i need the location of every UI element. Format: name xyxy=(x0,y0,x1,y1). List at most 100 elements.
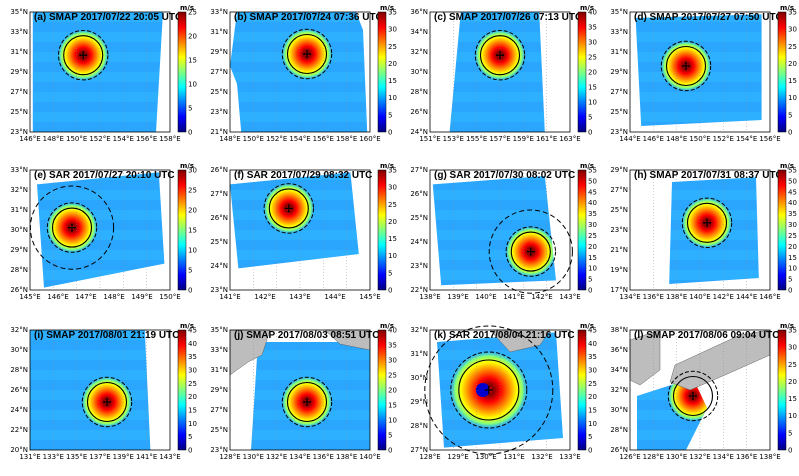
lon-tick-label: 135°E xyxy=(66,453,87,461)
colorbar-tick-label: 45 xyxy=(188,327,197,335)
storm-center-marker xyxy=(689,392,697,400)
lon-tick-label: 128°E xyxy=(419,453,440,461)
lat-tick-label: 25°N xyxy=(210,426,228,434)
lat-tick-label: 29°N xyxy=(210,386,228,394)
colorbar-tick-label: 15 xyxy=(388,77,397,85)
lat-tick-label: 17°N xyxy=(610,286,628,294)
colorbar-tick-label: 25 xyxy=(388,372,397,380)
colorbar-tick-label: 0 xyxy=(588,447,592,455)
land-mass xyxy=(669,329,771,391)
lat-tick-label: 28°N xyxy=(410,422,428,430)
colorbar-tick-label: 25 xyxy=(788,361,797,369)
storm-center-marker xyxy=(484,386,493,394)
colorbar-tick-label: 20 xyxy=(588,393,597,401)
colorbar-tick-label: 5 xyxy=(788,276,792,284)
colorbar-tick-label: 15 xyxy=(588,84,597,92)
lon-tick-label: 143°E xyxy=(159,453,180,461)
colorbar xyxy=(777,329,787,451)
colorbar-unit: m/s xyxy=(380,322,394,330)
lat-tick-label: 35°N xyxy=(610,8,628,16)
lat-tick-label: 33°N xyxy=(10,28,28,36)
colorbar-tick-label: 25 xyxy=(188,9,197,17)
colorbar-tick-label: 25 xyxy=(788,43,797,51)
colorbar-tick-label: 15 xyxy=(188,227,197,235)
lat-tick-label: 34°N xyxy=(610,366,628,374)
lon-tick-label: 147°E xyxy=(75,293,96,301)
lat-tick-label: 26°N xyxy=(10,386,28,394)
map-frame xyxy=(629,169,771,291)
colorbar-tick-label: 25 xyxy=(188,187,197,195)
radius-circle-dashed xyxy=(505,226,557,277)
colorbar xyxy=(377,169,387,291)
panel-j: (j) SMAP 2017/08/03 08:51 UTC 23°N 25°N 27°… xyxy=(200,318,397,476)
lat-tick-label: 23°N xyxy=(410,262,428,270)
radius-circle-dashed xyxy=(660,40,712,92)
radius-circle-dashed xyxy=(281,376,333,428)
lon-tick-label: 132°E xyxy=(531,453,552,461)
lat-tick-label: 30°N xyxy=(10,346,28,354)
colorbar-tick-label: 25 xyxy=(388,43,397,51)
colorbar-tick-label: 30 xyxy=(788,221,797,229)
lon-tick-label: 156°E xyxy=(313,135,334,143)
panel-k: (k) SAR 2017/08/04 21:16 UTC 27°N 28°N 29°N… xyxy=(400,318,597,476)
lon-tick-label: 130°E xyxy=(666,453,687,461)
colorbar-tick-label: 5 xyxy=(588,433,592,441)
colorbar-tick-label: 0 xyxy=(588,287,592,295)
map-frame xyxy=(29,329,171,451)
lon-tick-label: 148°E xyxy=(43,135,64,143)
panel-title: (e) SAR 2017/07/27 20:10 UTC xyxy=(34,170,175,181)
lat-tick-label: 24°N xyxy=(210,262,228,270)
lon-tick-label: 153°E xyxy=(443,135,464,143)
lon-tick-label: 150°E xyxy=(243,135,264,143)
lat-tick-label: 27°N xyxy=(410,166,428,174)
colorbar xyxy=(777,169,787,291)
lon-tick-label: 150°E xyxy=(689,135,710,143)
radius-circle-dashed xyxy=(81,376,133,428)
wind-swath xyxy=(230,12,368,132)
lon-tick-label: 140°E xyxy=(359,453,380,461)
colorbar-unit: m/s xyxy=(780,4,794,12)
radius-circle-dashed xyxy=(667,370,719,422)
panel-svg-d: (d) SMAP 2017/07/27 07:50 UTC 23°N 25°N 27°… xyxy=(610,4,797,143)
lon-tick-label: 159°E xyxy=(513,135,534,143)
lon-tick-label: 154°E xyxy=(736,135,757,143)
colorbar-tick-label: 0 xyxy=(788,129,792,137)
colorbar-tick-label: 20 xyxy=(388,218,397,226)
colorbar xyxy=(177,169,187,291)
lon-tick-label: 143°E xyxy=(289,293,310,301)
colorbar-tick-label: 35 xyxy=(388,342,397,350)
colorbar-tick-label: 25 xyxy=(788,232,797,240)
colorbar-tick-label: 25 xyxy=(588,54,597,62)
lat-tick-label: 27°N xyxy=(10,88,28,96)
lat-tick-label: 25°N xyxy=(610,108,628,116)
colorbar-tick-label: 40 xyxy=(588,199,597,207)
panel-svg-j: (j) SMAP 2017/08/03 08:51 UTC 23°N 25°N 27°… xyxy=(210,322,397,461)
colorbar-tick-label: 35 xyxy=(588,24,597,32)
lon-tick-label: 144°E xyxy=(736,293,757,301)
colorbar-tick-label: 45 xyxy=(588,327,597,335)
colorbar-tick-label: 0 xyxy=(588,129,592,137)
lon-tick-label: 137°E xyxy=(89,453,110,461)
lon-tick-label: 148°E xyxy=(666,135,687,143)
radius-circle-outer xyxy=(424,325,554,455)
lat-tick-label: 27°N xyxy=(210,406,228,414)
lon-tick-label: 133°E xyxy=(559,453,580,461)
colorbar-unit: m/s xyxy=(580,322,594,330)
lat-tick-label: 24°N xyxy=(410,238,428,246)
radius-circle-solid xyxy=(458,359,520,421)
colorbar-tick-label: 30 xyxy=(388,184,397,192)
wind-swath xyxy=(635,14,762,126)
lon-tick-label: 151°E xyxy=(419,135,440,143)
colorbar-tick-label: 30 xyxy=(588,39,597,47)
lat-tick-label: 27°N xyxy=(210,68,228,76)
lon-tick-label: 138°E xyxy=(666,293,687,301)
lat-tick-label: 23°N xyxy=(210,446,228,454)
colorbar-tick-label: 25 xyxy=(188,380,197,388)
lon-tick-label: 134°E xyxy=(713,453,734,461)
radius-circle-solid xyxy=(665,45,707,87)
storm-center-marker xyxy=(526,247,535,256)
colorbar-tick-label: 15 xyxy=(588,254,597,262)
radius-circle-dashed xyxy=(281,28,333,80)
panel-title: (c) SMAP 2017/07/26 07:13 UTC xyxy=(434,12,582,23)
